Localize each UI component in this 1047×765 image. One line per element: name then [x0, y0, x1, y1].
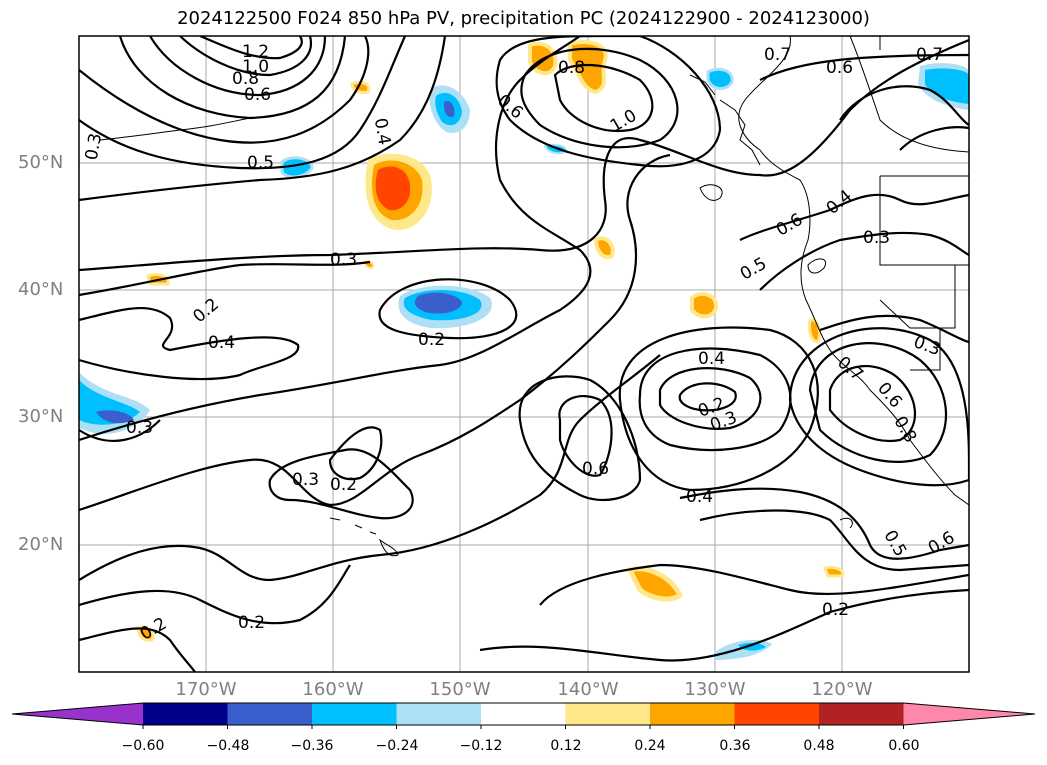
lon-label: 140°W [557, 679, 619, 700]
contour-label: 0.2 [418, 330, 445, 350]
colorbar-segment [396, 703, 482, 725]
lon-label: 170°W [175, 679, 237, 700]
lat-label: 50°N [18, 152, 64, 173]
contour-label: 0.8 [558, 58, 585, 78]
contour-label: 0.5 [247, 153, 274, 173]
colorbar-tick: −0.36 [290, 738, 334, 754]
colorbar-tick: −0.60 [121, 738, 165, 754]
contour-label: 0.2 [137, 614, 170, 645]
precip-shading [79, 40, 969, 660]
contour-label: 0.5 [737, 254, 770, 285]
precip-negative-area [414, 292, 462, 314]
lat-label: 30°N [18, 406, 64, 427]
colorbar-tick: 0.36 [719, 738, 751, 754]
contour-label: 1.0 [607, 106, 640, 137]
map-frame [78, 35, 970, 673]
colorbar-extend-min [12, 703, 143, 725]
contour-label: 0.6 [826, 58, 853, 78]
contour-label: 0.4 [698, 349, 725, 369]
map-title: 2024122500 F024 850 hPa PV, precipitatio… [177, 8, 870, 29]
lon-label: 150°W [429, 679, 491, 700]
contour-label: 1.0 [242, 57, 269, 77]
contour-label: 0.7 [764, 45, 791, 65]
contour-label: 0.3 [863, 228, 890, 248]
contour-label: 0.8 [232, 69, 259, 89]
colorbar-tick: 0.60 [888, 738, 920, 754]
contour-label: 0.6 [873, 379, 906, 413]
colorbar-segment [143, 703, 228, 725]
colorbar-segments [11, 702, 1036, 729]
contour-label: 0.4 [823, 186, 857, 219]
precip-positive-area [375, 166, 411, 211]
colorbar-segment [819, 703, 904, 725]
colorbar-tick: 0.24 [634, 738, 666, 754]
contour-label: 0.5 [879, 527, 910, 560]
colorbar-tick: −0.48 [206, 738, 250, 754]
colorbar-extend-max [903, 703, 1035, 725]
colorbar [11, 702, 1036, 729]
colorbar-segment [312, 703, 397, 725]
precip-negative-area [96, 410, 134, 424]
colorbar-segment [650, 703, 735, 725]
precip-negative-area [280, 156, 314, 179]
colorbar-tick: −0.12 [459, 738, 503, 754]
contour-label: 0.4 [370, 117, 394, 147]
colorbar-tick: 0.12 [550, 738, 582, 754]
contour-label: 0.6 [582, 459, 609, 479]
precip-negative-area [443, 100, 455, 118]
precip-positive-area [808, 318, 822, 344]
contour-label: 0.3 [126, 418, 153, 438]
contour-label: 0.2 [822, 600, 849, 620]
colorbar-segment [481, 703, 566, 725]
contour-label: 0.3 [82, 132, 106, 162]
contour-label: 0.6 [244, 85, 271, 105]
contour-label: 0.4 [686, 487, 713, 507]
coastlines [99, 36, 969, 557]
lon-label: 160°W [302, 679, 364, 700]
map-plot: 1.2 1.0 0.8 0.6 0.3 0.5 0.4 0.3 0.2 0.4 … [78, 35, 970, 673]
precip-positive-area [690, 291, 719, 319]
precip-negative-area [925, 68, 969, 104]
contour-label: 0.3 [292, 470, 319, 490]
colorbar-segment [227, 703, 313, 725]
contour-labels: 1.2 1.0 0.8 0.6 0.3 0.5 0.4 0.3 0.2 0.4 … [82, 42, 959, 645]
precip-negative-area [706, 67, 734, 90]
colorbar-segment [565, 703, 651, 725]
lon-label: 120°W [811, 679, 873, 700]
pv-contours [79, 36, 969, 672]
colorbar-tick: −0.24 [375, 738, 419, 754]
lat-label: 20°N [18, 534, 64, 555]
lat-label: 40°N [18, 279, 64, 300]
precip-negative-area [715, 639, 772, 660]
colorbar-segment [734, 703, 820, 725]
contour-label: 0.2 [189, 294, 223, 327]
contour-label: 0.2 [330, 475, 357, 495]
contour-label: 1.2 [242, 42, 269, 62]
contour-label: 0.6 [773, 210, 806, 241]
contour-label: 0.2 [238, 613, 265, 633]
precip-positive-area [822, 566, 845, 578]
precip-positive-area [568, 40, 608, 95]
precip-negative-area [738, 642, 766, 651]
gridlines [79, 36, 969, 672]
contour-label: 0.7 [916, 45, 943, 65]
contour-label: 0.4 [208, 333, 235, 353]
contour-label: 0.3 [330, 250, 357, 270]
precip-positive-area [626, 566, 684, 602]
lon-label: 130°W [684, 679, 746, 700]
precip-positive-area [593, 236, 615, 259]
colorbar-tick: 0.48 [803, 738, 835, 754]
